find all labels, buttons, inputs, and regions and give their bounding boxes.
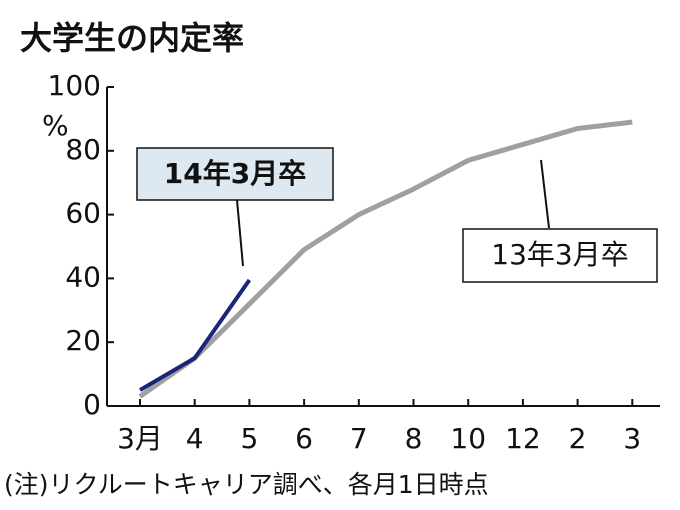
y-axis-label: % xyxy=(42,109,69,142)
legend-label: 13年3月卒 xyxy=(491,238,628,271)
y-tick-label: 20 xyxy=(65,324,101,357)
x-tick-label: 7 xyxy=(350,422,368,455)
y-tick-label: 100 xyxy=(48,69,101,102)
y-tick-label: 60 xyxy=(65,197,101,230)
x-tick-label: 3 xyxy=(623,422,641,455)
x-tick-label: 3月 xyxy=(117,422,163,455)
x-tick-label: 4 xyxy=(186,422,204,455)
series-line xyxy=(138,119,633,399)
legend-label: 14年3月卒 xyxy=(164,157,306,190)
x-tick-label: 8 xyxy=(405,422,423,455)
y-tick-label: 80 xyxy=(65,133,101,166)
y-tick-label: 40 xyxy=(65,260,101,293)
x-tick-label: 10 xyxy=(450,422,486,455)
legend-box xyxy=(462,228,658,283)
legend-box xyxy=(136,147,334,201)
series-line xyxy=(138,278,252,392)
x-tick-label: 6 xyxy=(295,422,313,455)
x-tick-label: 2 xyxy=(569,422,587,455)
x-tick-label: 12 xyxy=(505,422,541,455)
note: (注)リクルートキャリア調べ、各月1日時点 xyxy=(4,470,489,499)
plot-area: 0 20 40 60 80 100 3月 4 5 6 7 8 10 12 2 3 xyxy=(48,69,660,455)
y-tick-label: 0 xyxy=(83,388,101,421)
x-tick-label: 5 xyxy=(240,422,258,455)
chart-title: 大学生の内定率 xyxy=(20,19,244,57)
callout-pointer xyxy=(540,159,550,229)
callout-pointer xyxy=(236,199,244,267)
